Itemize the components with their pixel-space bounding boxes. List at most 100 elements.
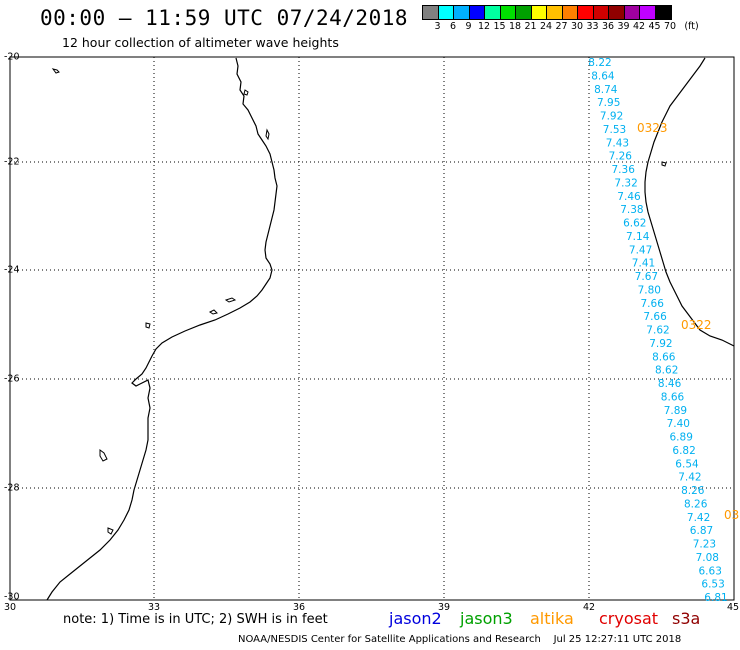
pass-time-label: 03 [724, 508, 739, 522]
wave-height-value: 7.26 [609, 151, 633, 163]
color-swatch [624, 6, 640, 19]
wave-height-value: 7.66 [641, 298, 665, 310]
pass-time-label: 0323 [637, 121, 668, 135]
color-scale-label: 21 [524, 21, 537, 32]
satellite-legend-cryosat: cryosat [599, 609, 659, 628]
wave-height-value: 8.22 [588, 57, 611, 69]
color-scale-label: 24 [539, 21, 553, 32]
color-swatch [609, 6, 625, 19]
y-tick-label: -20 [4, 51, 20, 63]
wave-height-value: 8.66 [652, 351, 676, 363]
color-swatch [593, 6, 609, 19]
footer-credit: NOAA/NESDIS Center for Satellite Applica… [238, 634, 682, 645]
wave-height-value: 7.92 [649, 338, 672, 350]
y-tick-label: -24 [4, 264, 20, 276]
color-scale-bar [422, 5, 672, 20]
wave-height-value: 8.46 [658, 378, 682, 390]
wave-height-value: 6.54 [675, 458, 699, 470]
color-scale-label: 6 [449, 21, 457, 32]
color-scale-label: 33 [586, 21, 599, 32]
color-scale-labels: 3 6 9 12 15 18 21 24 27 30 33 36 39 42 45 70 (ft) [422, 21, 740, 35]
color-scale-label: 15 [493, 21, 506, 32]
x-tick-label: 30 [3, 602, 17, 613]
page-subtitle: 12 hour collection of altimeter wave hei… [62, 35, 339, 50]
color-swatch [500, 6, 516, 19]
map-frame [9, 56, 735, 601]
pass-time-label: 0322 [681, 318, 712, 332]
color-scale-label: 18 [508, 21, 522, 32]
wave-height-value: 7.40 [667, 418, 690, 430]
color-swatch [438, 6, 454, 19]
y-tick-label: -30 [4, 591, 20, 603]
wave-height-value: 7.14 [626, 231, 650, 243]
islands [51, 68, 667, 535]
page-title: 00:00 – 11:59 UTC 07/24/2018 [40, 6, 409, 30]
wave-height-value: 7.66 [643, 311, 667, 323]
color-scale-label: 12 [477, 21, 491, 32]
color-swatch [485, 6, 501, 19]
wave-height-value: 6.63 [699, 565, 722, 577]
wave-height-value: 6.53 [701, 579, 724, 591]
wave-height-value: 7.38 [620, 204, 643, 216]
wave-height-value: 6.62 [623, 218, 646, 230]
wave-height-value: 7.08 [696, 552, 719, 564]
wave-height-value: 7.95 [597, 97, 620, 109]
wave-height-value: 7.53 [603, 124, 626, 136]
wave-height-value: 7.89 [664, 405, 687, 417]
x-tick-label: 39 [437, 602, 451, 613]
wave-height-value: 7.36 [612, 164, 636, 176]
color-scale-label: (ft) [684, 21, 699, 32]
color-swatch [469, 6, 485, 19]
color-swatch [547, 6, 563, 19]
color-scale-label: 9 [465, 21, 472, 32]
wave-height-value: 6.89 [670, 432, 693, 444]
satellite-legend-s3a: s3a [672, 609, 701, 628]
color-swatch [562, 6, 578, 19]
x-tick-label: 45 [726, 602, 740, 613]
wave-height-value: 8.62 [655, 365, 678, 377]
altimeter-track-values: 8.228.648.747.957.927.537.437.267.367.32… [588, 57, 739, 604]
wave-height-value: 6.87 [690, 525, 713, 537]
wave-height-value: 8.64 [591, 70, 615, 82]
wave-height-value: 7.92 [600, 111, 623, 123]
y-tick-label: -22 [4, 156, 20, 168]
wave-height-value: 7.41 [632, 258, 655, 270]
wave-height-value: 8.66 [661, 391, 685, 403]
y-tick-label: -26 [4, 373, 20, 385]
satellite-legend-altika: altika [530, 609, 574, 628]
wave-height-value: 7.32 [614, 177, 637, 189]
color-scale-label: 70 [663, 21, 677, 32]
wave-height-value: 8.26 [684, 498, 708, 510]
wave-height-value: 8.26 [681, 485, 705, 497]
wave-height-value: 7.42 [678, 472, 701, 484]
madagascar-coastline [644, 57, 735, 347]
wave-height-value: 7.46 [617, 191, 641, 203]
color-scale-label: 42 [632, 21, 646, 32]
wave-height-value: 6.81 [704, 592, 727, 604]
color-scale-label: 3 [434, 21, 441, 32]
color-swatch [578, 6, 594, 19]
wave-height-value: 7.67 [635, 271, 658, 283]
grid-lines [10, 57, 734, 600]
color-swatch [423, 6, 439, 19]
wave-height-value: 8.74 [594, 84, 618, 96]
wave-height-value: 6.82 [672, 445, 695, 457]
color-scale-label: 27 [555, 21, 568, 32]
color-scale-label: 45 [648, 21, 661, 32]
x-tick-label: 42 [582, 602, 596, 613]
wave-height-value: 7.23 [693, 539, 716, 551]
color-swatch [516, 6, 532, 19]
wave-height-value: 7.62 [646, 325, 669, 337]
satellite-legend-jason2: jason2 [389, 609, 442, 628]
note-text: note: 1) Time is in UTC; 2) SWH is in fe… [63, 612, 328, 627]
color-scale-label: 36 [601, 21, 615, 32]
wave-height-value: 7.47 [629, 244, 652, 256]
x-tick-label: 33 [147, 602, 161, 613]
color-swatch [454, 6, 470, 19]
wave-height-value: 7.42 [687, 512, 710, 524]
color-scale-label: 30 [570, 21, 584, 32]
wave-height-value: 7.80 [638, 284, 661, 296]
color-swatch [531, 6, 547, 19]
wave-height-value: 7.43 [606, 137, 629, 149]
